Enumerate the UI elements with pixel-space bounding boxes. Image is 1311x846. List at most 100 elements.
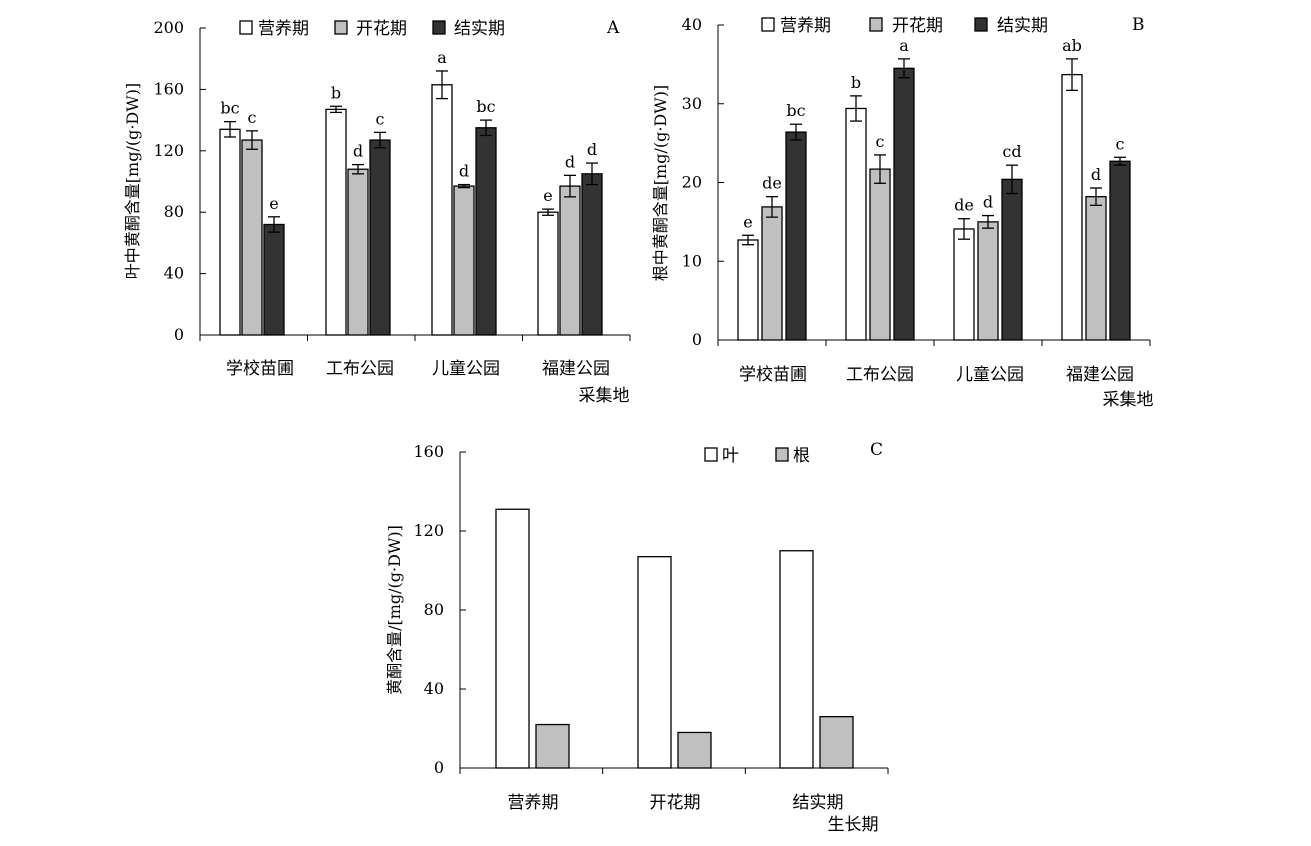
bar-A-s2-c3 [581,173,603,336]
legend-label-A: 营养期 [258,19,309,39]
significance-label-A: d [459,162,469,181]
legend-swatch-B [869,17,883,32]
category-label-A: 采集地 [579,386,630,406]
significance-label-A: bc [220,99,239,118]
bar-B-s2-c3 [1109,160,1131,341]
y-tick-label-B: 20 [682,173,702,192]
category-label-C: 开花期 [650,793,701,813]
bar-A-s0-c3 [537,211,559,336]
panel-label-C: C [870,440,883,460]
legend-swatch-A [334,20,348,35]
bar-B-s0-c0 [737,239,759,341]
bar-B-s0-c3 [1061,73,1083,341]
significance-label-A: d [587,140,597,159]
category-label-C: 结实期 [793,793,844,813]
significance-label-A: d [565,152,575,171]
bar-B-s2-c0 [785,131,807,341]
legend-label-A: 结实期 [454,19,505,39]
bar-B-s1-c3 [1085,196,1107,341]
bar-C-s0-c1 [637,556,672,769]
y-tick-label-A: 120 [153,141,184,160]
legend-swatch-B [974,17,988,32]
y-tick-label-B: 0 [692,330,702,349]
y-axis-label-B: 根中黄酮含量[mg/(g·DW)] [651,85,670,281]
category-label-C: 营养期 [508,793,559,813]
category-label-A: 福建公园 [542,359,610,379]
bar-C-s1-c2 [819,716,854,769]
significance-label-B: c [1116,134,1125,153]
bar-A-s0-c1 [325,108,347,336]
legend-label-B: 结实期 [997,16,1048,36]
y-tick-label-A: 200 [153,18,184,37]
significance-label-B: d [983,193,993,212]
category-label-B: 福建公园 [1066,365,1134,385]
legend-swatch-A [239,20,253,35]
significance-label-A: c [376,109,385,128]
legend-label-B: 开花期 [892,16,943,36]
bar-C-s1-c1 [677,731,712,769]
y-tick-label-C: 120 [413,521,444,540]
significance-label-A: b [331,83,341,102]
bar-A-s0-c2 [431,84,453,336]
legend-swatch-C [775,447,789,462]
category-label-A: 儿童公园 [432,359,500,379]
bar-A-s2-c0 [263,223,285,336]
legend-swatch-B [761,17,775,32]
legend-swatch-C [704,447,718,462]
bar-C-s0-c2 [779,550,814,769]
bar-B-s1-c2 [977,221,999,341]
bar-A-s1-c1 [347,168,369,336]
y-tick-label-C: 80 [424,600,444,619]
y-axis-label-C: 黄酮含量/[mg/(g·DW)] [385,525,404,695]
significance-label-A: a [437,48,447,67]
significance-label-B: cd [1002,142,1021,161]
y-tick-label-C: 160 [413,442,444,461]
category-label-A: 学校苗圃 [226,359,294,379]
significance-label-B: de [762,174,782,193]
y-tick-label-A: 40 [164,264,184,283]
significance-label-B: d [1091,165,1101,184]
x-axis-label-C: 生长期 [828,815,879,835]
bar-A-s1-c0 [241,139,263,336]
legend-label-C: 叶 [722,446,739,466]
bar-A-s1-c2 [453,185,475,336]
significance-label-A: e [543,186,552,205]
bar-A-s2-c2 [475,127,497,336]
category-label-B: 学校苗圃 [739,365,807,385]
bar-A-s1-c3 [559,185,581,336]
significance-label-A: e [269,194,278,213]
significance-label-A: c [248,108,257,127]
y-tick-label-A: 80 [164,202,184,221]
bar-A-s2-c1 [369,139,391,336]
bar-B-s2-c2 [1001,178,1023,341]
significance-label-B: c [876,132,885,151]
y-tick-label-B: 30 [682,94,702,113]
bar-B-s0-c2 [953,228,975,341]
category-label-A: 工布公园 [326,359,394,379]
significance-label-B: e [743,212,752,231]
category-label-B: 工布公园 [846,365,914,385]
category-label-B: 儿童公园 [956,365,1024,385]
significance-label-A: d [353,142,363,161]
y-tick-label-C: 0 [434,758,444,777]
bar-B-s1-c0 [761,206,783,341]
y-axis-label-A: 叶中黄酮含量[mg/(g·DW)] [123,83,142,279]
bar-C-s1-c0 [535,723,570,769]
legend-label-B: 营养期 [780,16,831,36]
significance-label-B: b [851,73,861,92]
bar-A-s0-c0 [219,128,241,336]
significance-label-B: a [899,36,909,55]
bar-C-s0-c0 [495,508,530,769]
y-tick-label-B: 40 [682,15,702,34]
y-tick-label-C: 40 [424,679,444,698]
panel-label-B: B [1132,15,1145,35]
bar-B-s1-c1 [869,168,891,341]
y-tick-label-A: 160 [153,79,184,98]
significance-label-B: ab [1062,36,1082,55]
legend-swatch-A [432,20,446,35]
y-tick-label-A: 0 [174,325,184,344]
significance-label-B: de [954,196,974,215]
significance-label-A: bc [476,97,495,116]
legend-label-A: 开花期 [356,19,407,39]
